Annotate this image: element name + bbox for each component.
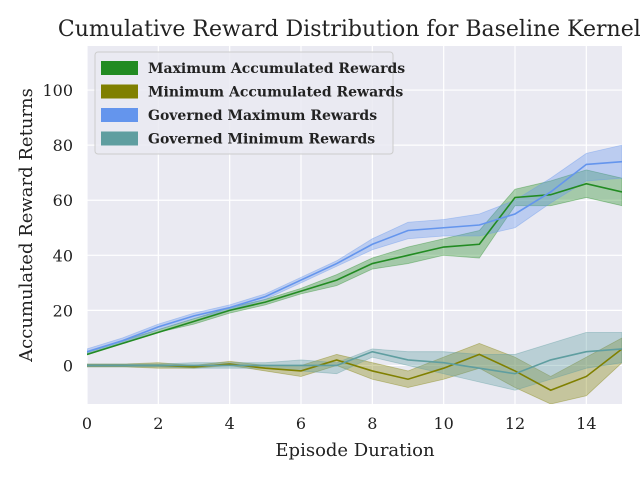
legend-label: Minimum Accumulated Rewards xyxy=(148,85,403,101)
x-tick-label: 10 xyxy=(433,414,453,433)
chart-title: Cumulative Reward Distribution for Basel… xyxy=(58,17,640,42)
x-axis-label: Episode Duration xyxy=(275,440,435,461)
y-tick-label: 20 xyxy=(53,301,73,320)
y-tick-label: 80 xyxy=(53,136,73,155)
y-axis-label: Accumulated Reward Returns xyxy=(16,88,37,363)
legend-label: Governed Minimum Rewards xyxy=(148,132,375,148)
x-tick-label: 12 xyxy=(505,414,525,433)
legend-label: Governed Maximum Rewards xyxy=(148,108,377,124)
legend: Maximum Accumulated Rewards Minimum Accum… xyxy=(94,51,405,155)
governed-minimum-rewards-band xyxy=(87,332,622,391)
y-tick-label: 0 xyxy=(63,356,73,375)
maximum-accumulated-rewards-line xyxy=(87,182,622,356)
governed-maximum-rewards-band xyxy=(87,144,622,355)
series-group xyxy=(87,144,622,404)
legend-box xyxy=(94,51,394,155)
x-tick-label: 0 xyxy=(82,414,92,433)
y-tick-label: 100 xyxy=(42,81,73,100)
x-tick-label: 14 xyxy=(576,414,596,433)
x-tick-label: 8 xyxy=(367,414,377,433)
legend-swatch xyxy=(101,61,138,75)
x-tick-label: 6 xyxy=(296,414,306,433)
y-tick-label: 40 xyxy=(53,246,73,265)
y-tick-label: 60 xyxy=(53,191,73,210)
legend-swatch xyxy=(101,108,138,122)
legend-swatch xyxy=(101,84,138,99)
legend-label: Maximum Accumulated Rewards xyxy=(148,61,405,77)
governed-minimum-rewards-line xyxy=(87,348,622,375)
governed-maximum-rewards-line xyxy=(87,160,622,353)
x-tick-label: 2 xyxy=(153,414,163,433)
x-tick-label: 4 xyxy=(225,414,235,433)
legend-swatch xyxy=(101,131,138,146)
